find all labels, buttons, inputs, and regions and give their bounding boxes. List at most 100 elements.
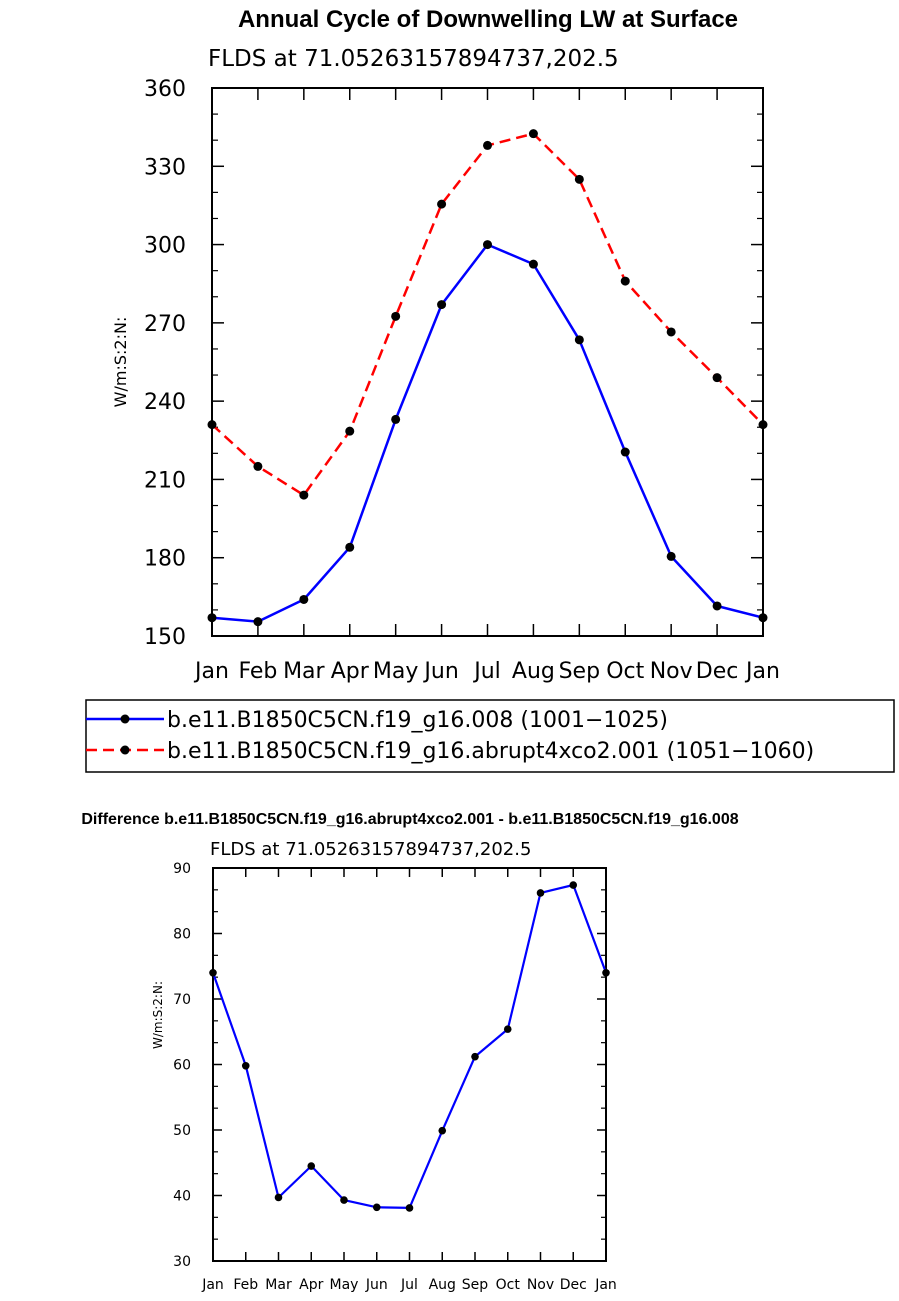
x-tick-label: Dec bbox=[696, 659, 739, 684]
series-2-point bbox=[574, 174, 584, 184]
legend-marker-series-2 bbox=[120, 745, 130, 755]
x-tick-label: Sep bbox=[462, 1277, 489, 1293]
series-1-point bbox=[483, 240, 492, 250]
y-tick-label: 330 bbox=[144, 155, 186, 180]
chart1-series bbox=[207, 129, 768, 627]
x-tick-label: Mar bbox=[283, 659, 325, 684]
chart1-plot-area bbox=[211, 87, 764, 637]
chart1-ylabel: W/m:S:2:N: bbox=[111, 317, 130, 408]
x-tick-label: Mar bbox=[265, 1277, 292, 1293]
series-2-point bbox=[712, 373, 722, 383]
series-1-point bbox=[345, 542, 355, 552]
y-tick-label: 210 bbox=[144, 468, 186, 493]
y-tick-label: 90 bbox=[173, 861, 191, 877]
series-line-1 bbox=[211, 243, 764, 623]
y-tick-label: 50 bbox=[173, 1123, 191, 1139]
series-1-point bbox=[299, 594, 309, 604]
y-tick-label: 360 bbox=[144, 77, 186, 102]
chart2-title: Difference b.e11.B1850C5CN.f19_g16.abrup… bbox=[81, 811, 738, 828]
series-1-point bbox=[712, 601, 722, 611]
legend-label-series-1: b.e11.B1850C5CN.f19_g16.008 (1001−1025) bbox=[167, 708, 668, 733]
chart2-subtitle: FLDS at 71.05263157894737,202.5 bbox=[210, 839, 531, 860]
series-1-point bbox=[209, 969, 217, 977]
x-tick-label: Jun bbox=[365, 1277, 388, 1293]
x-tick-label: Oct bbox=[606, 659, 644, 684]
series-1-point bbox=[438, 1126, 447, 1135]
series-1-point bbox=[574, 335, 584, 345]
chart1-legend: b.e11.B1850C5CN.f19_g16.008 (1001−1025) … bbox=[85, 699, 895, 773]
x-tick-label: Jun bbox=[422, 659, 458, 684]
legend-label-series-2: b.e11.B1850C5CN.f19_g16.abrupt4xco2.001 … bbox=[167, 739, 814, 764]
x-tick-label: May bbox=[330, 1277, 359, 1293]
chart1-x-tick-labels: Jan Feb Mar Apr May Jun Jul Aug Sep Oct Nov Dec Jan bbox=[193, 659, 780, 684]
x-tick-label: Aug bbox=[429, 1277, 456, 1293]
x-tick-label: Oct bbox=[496, 1277, 521, 1293]
series-1-point bbox=[471, 1052, 479, 1061]
series-1-point bbox=[253, 617, 263, 627]
x-tick-label: Nov bbox=[527, 1277, 554, 1293]
series-line-1 bbox=[211, 883, 608, 1210]
chart2-series bbox=[209, 881, 610, 1212]
series-1-point bbox=[372, 1203, 381, 1212]
x-tick-label: Apr bbox=[299, 1277, 323, 1293]
series-1-point bbox=[405, 1204, 414, 1212]
series-2-point bbox=[666, 327, 676, 337]
y-tick-label: 60 bbox=[173, 1058, 191, 1074]
series-2-point bbox=[620, 276, 630, 286]
y-tick-label: 180 bbox=[144, 547, 186, 572]
series-1-point bbox=[503, 1025, 512, 1033]
x-tick-label: Jul bbox=[472, 659, 501, 684]
series-line-2 bbox=[211, 132, 764, 497]
y-tick-label: 270 bbox=[144, 312, 186, 337]
plot-frame bbox=[212, 867, 607, 1262]
series-2-point bbox=[345, 426, 355, 436]
y-tick-label: 70 bbox=[173, 992, 191, 1008]
x-tick-label: May bbox=[373, 659, 418, 684]
x-tick-label: Jan bbox=[193, 659, 229, 684]
series-2-point bbox=[391, 311, 401, 321]
y-tick-label: 150 bbox=[144, 625, 186, 650]
x-tick-label: Jul bbox=[400, 1277, 418, 1293]
plot-frame bbox=[211, 87, 764, 637]
chart2-ylabel: W/m:S:2:N: bbox=[151, 981, 165, 1049]
series-2-point bbox=[483, 140, 492, 150]
series-1-point bbox=[274, 1193, 283, 1202]
series-1-point bbox=[602, 969, 610, 977]
chart2-x-tick-labels: Jan Feb Mar Apr May Jun Jul Aug Sep Oct Nov Dec Jan bbox=[201, 1277, 617, 1293]
chart2-y-tick-labels: 30 40 50 60 70 80 90 bbox=[173, 861, 191, 1270]
series-1-point bbox=[569, 881, 578, 889]
x-tick-label: Apr bbox=[331, 659, 370, 684]
series-2-point bbox=[253, 461, 263, 471]
x-tick-label: Aug bbox=[512, 659, 555, 684]
y-tick-label: 40 bbox=[173, 1189, 191, 1205]
series-1-point bbox=[207, 613, 217, 623]
series-1-point bbox=[536, 889, 545, 897]
series-2-point bbox=[207, 420, 217, 430]
x-tick-label: Feb bbox=[238, 659, 277, 684]
series-1-point bbox=[620, 447, 630, 457]
series-2-point bbox=[758, 420, 768, 430]
series-1-point bbox=[666, 551, 676, 561]
y-tick-label: 300 bbox=[144, 234, 186, 259]
series-1-point bbox=[391, 414, 401, 424]
y-tick-label: 30 bbox=[173, 1254, 191, 1270]
series-1-point bbox=[241, 1062, 250, 1070]
series-1-point bbox=[758, 613, 768, 623]
chart1-y-tick-labels: 150 180 210 240 270 300 330 360 bbox=[144, 77, 186, 650]
series-1-point bbox=[307, 1162, 316, 1170]
series-1-point bbox=[340, 1196, 348, 1204]
x-tick-label: Feb bbox=[233, 1277, 258, 1293]
chart1-subtitle: FLDS at 71.05263157894737,202.5 bbox=[208, 46, 619, 72]
series-1-point bbox=[528, 259, 538, 269]
series-2-point bbox=[299, 490, 309, 500]
legend-box bbox=[85, 699, 895, 773]
x-tick-label: Jan bbox=[594, 1277, 617, 1293]
chart2-plot-area bbox=[212, 867, 607, 1262]
x-tick-label: Jan bbox=[201, 1277, 224, 1293]
series-2-point bbox=[528, 129, 538, 139]
y-tick-label: 80 bbox=[173, 927, 191, 943]
chart1-title: Annual Cycle of Downwelling LW at Surfac… bbox=[238, 6, 738, 33]
series-1-point bbox=[437, 300, 447, 310]
x-tick-label: Sep bbox=[559, 659, 600, 684]
